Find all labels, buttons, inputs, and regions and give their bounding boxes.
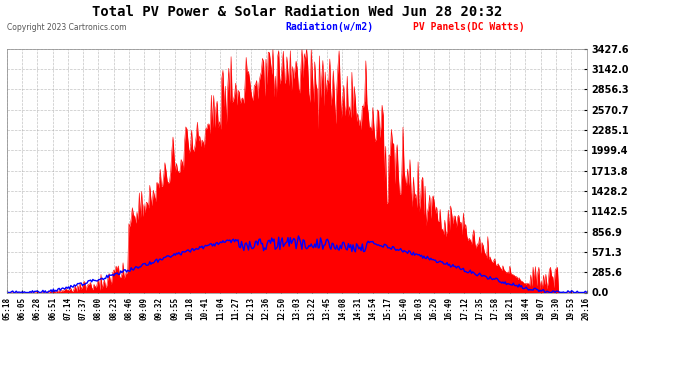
Text: PV Panels(DC Watts): PV Panels(DC Watts) <box>413 22 524 32</box>
Text: Copyright 2023 Cartronics.com: Copyright 2023 Cartronics.com <box>7 22 126 32</box>
Text: Radiation(w/m2): Radiation(w/m2) <box>285 22 373 32</box>
Text: Total PV Power & Solar Radiation Wed Jun 28 20:32: Total PV Power & Solar Radiation Wed Jun… <box>92 6 502 20</box>
